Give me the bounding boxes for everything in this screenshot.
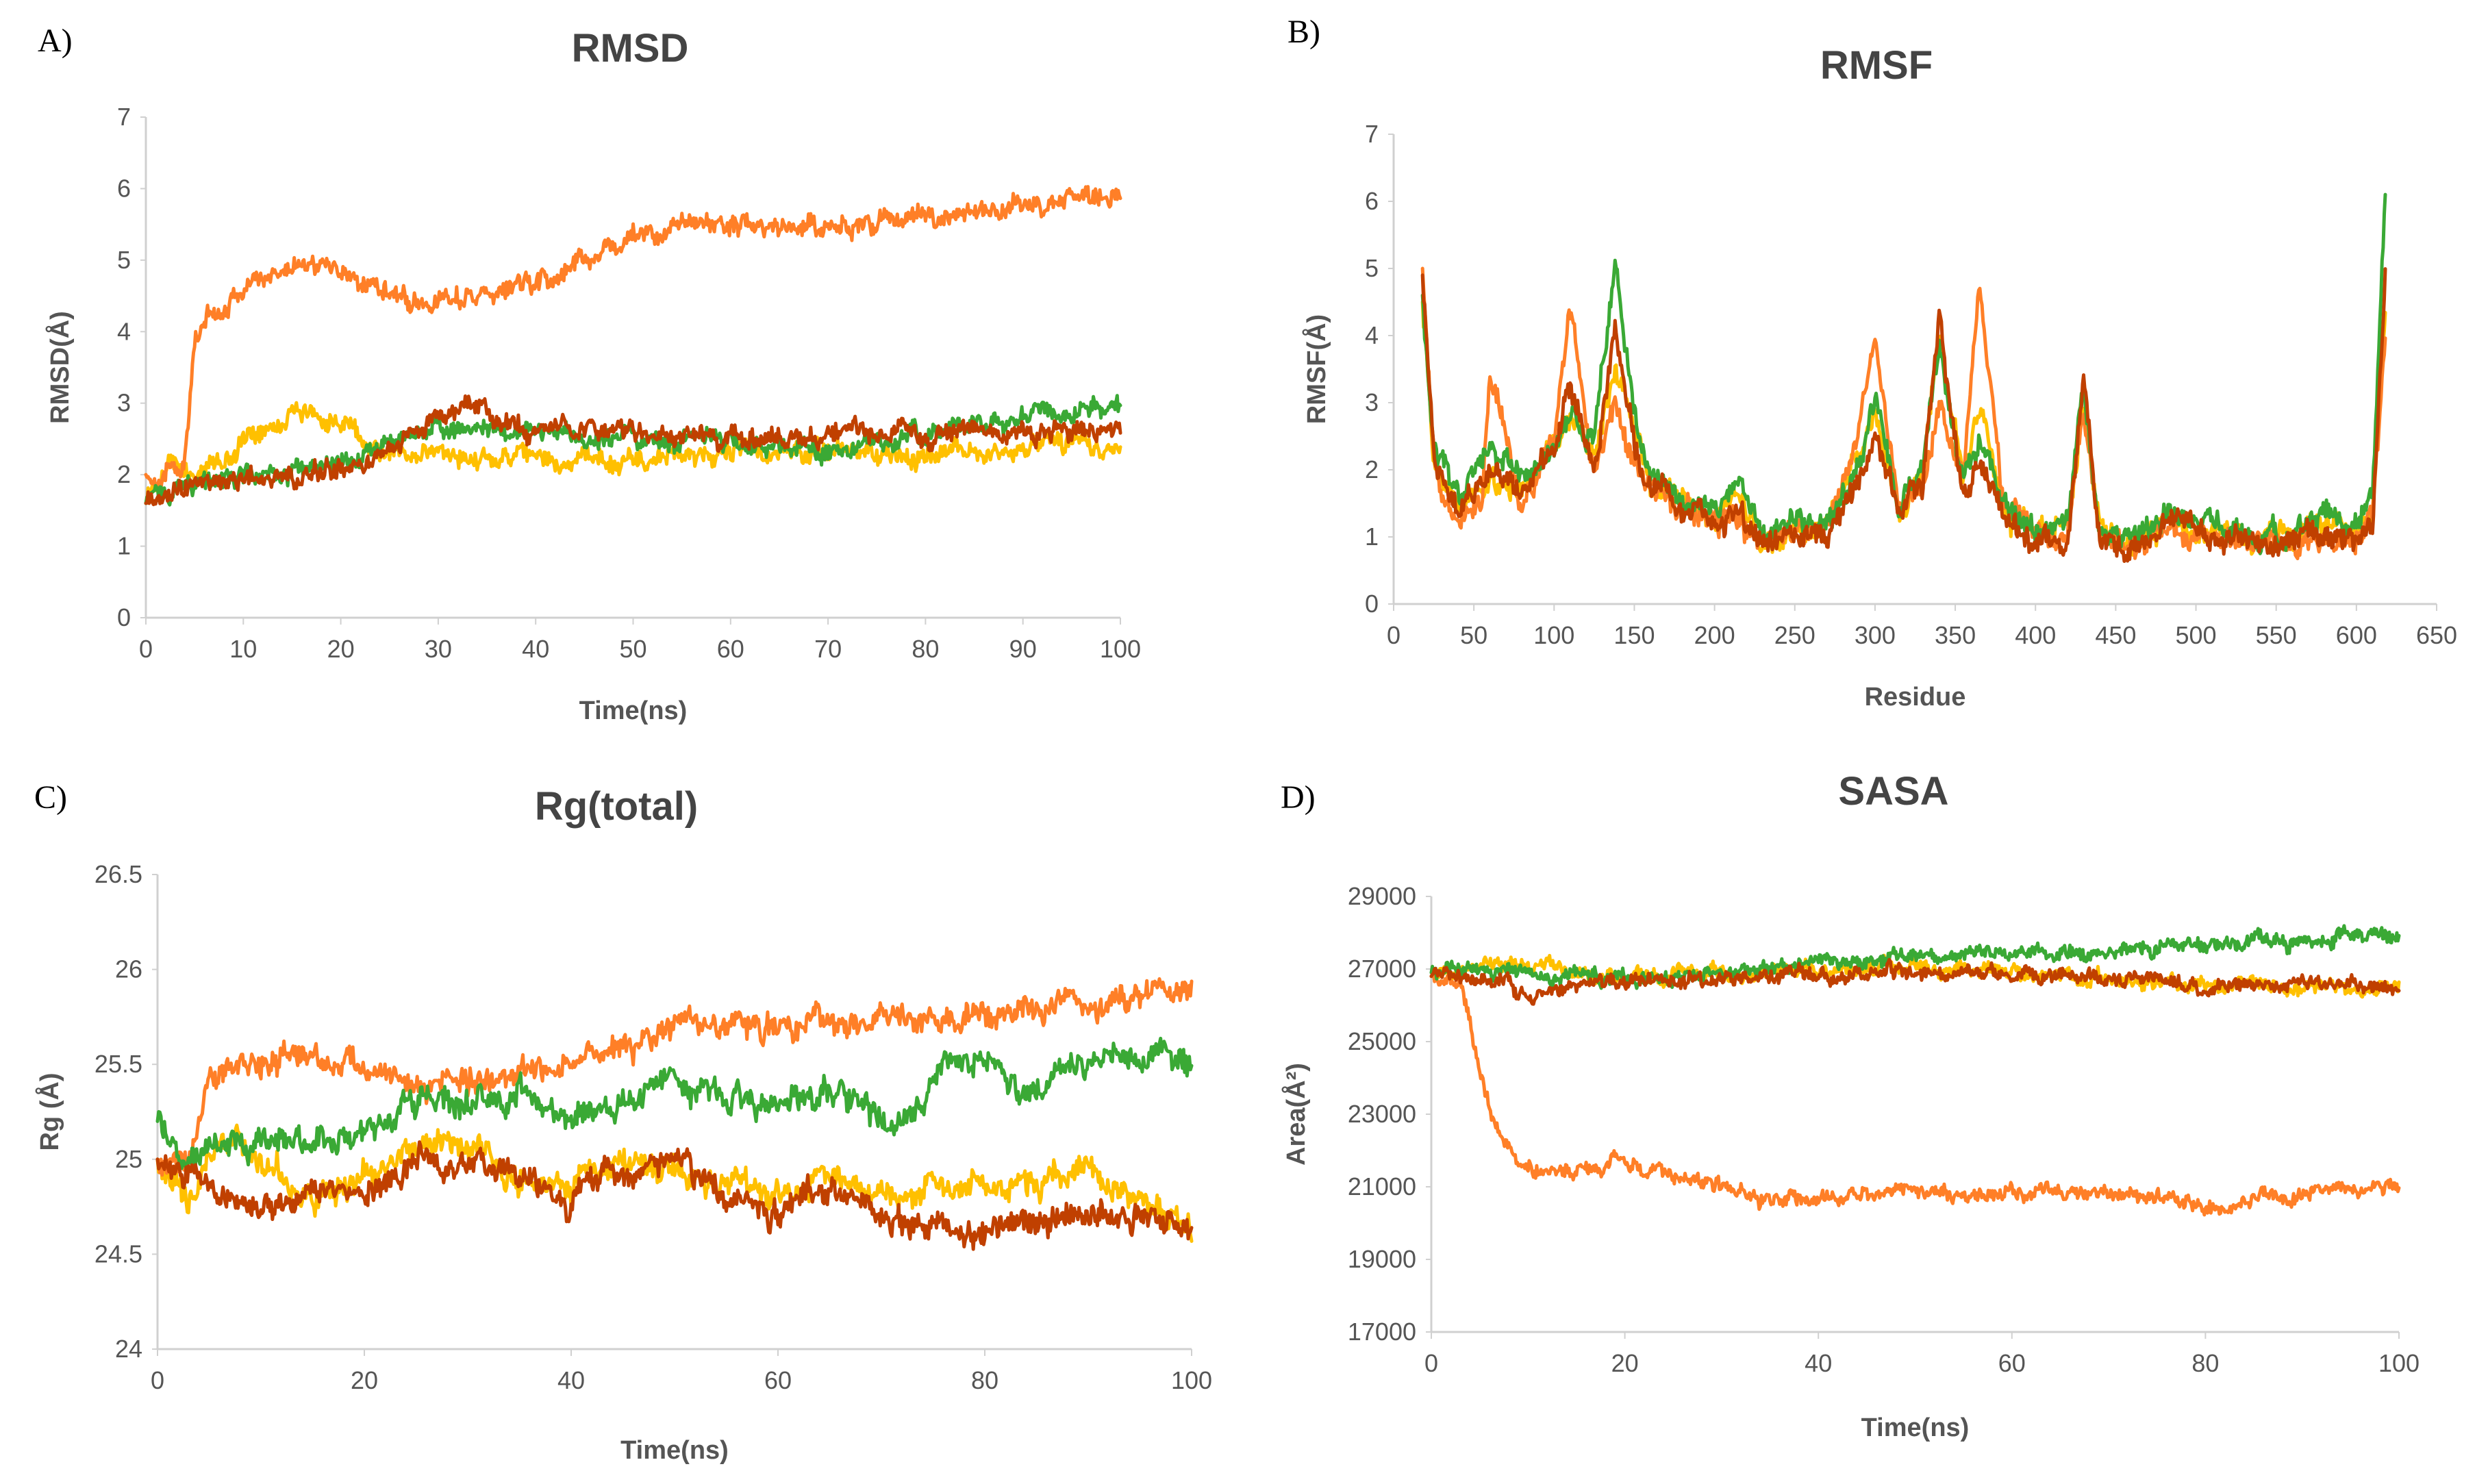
x-tick-label: 100 (1100, 635, 1141, 663)
chart-title-a: RMSD (572, 26, 689, 71)
x-tick-label: 0 (151, 1366, 164, 1394)
y-tick-label: 4 (1365, 321, 1379, 349)
chart-panel-d: D) SASA 17000 19000 21000 23000 25000 27000 2900… (1281, 769, 2420, 1442)
y-tick-label: 25000 (1348, 1027, 1416, 1055)
chart-title-b: RMSF (1820, 43, 1933, 88)
x-tick-label: 80 (912, 635, 939, 663)
x-tick-label: 450 (2095, 621, 2136, 649)
x-tick-label: 70 (814, 635, 842, 663)
y-tick-label: 5 (117, 246, 131, 274)
x-tick-label: 20 (1611, 1349, 1639, 1377)
x-tick-label: 80 (2191, 1349, 2219, 1377)
panel-label-c: C) (34, 779, 67, 816)
y-axis-label: RMSF(Å) (1301, 314, 1331, 424)
y-tick-label: 24 (115, 1335, 142, 1363)
x-tick-label: 600 (2336, 621, 2377, 649)
y-tick-label: 0 (117, 603, 131, 631)
y-axis-label: Rg (Å) (34, 1073, 64, 1151)
x-tick-label: 60 (764, 1366, 792, 1394)
x-tick-label: 200 (1694, 621, 1735, 649)
x-tick-label: 60 (717, 635, 744, 663)
series-line-brown (1420, 267, 2387, 563)
x-tick-label: 0 (1387, 621, 1400, 649)
y-tick-label: 2 (117, 460, 131, 488)
y-tick-label: 1 (1365, 523, 1379, 551)
y-tick-label: 21000 (1348, 1172, 1416, 1200)
chart-panel-b: B) RMSF 0 1 2 3 4 5 6 7 0 50 100 150 200 250 300 350 400 45… (1287, 14, 2457, 712)
x-tick-label: 80 (971, 1366, 998, 1394)
y-axis-label: Area(Å²) (1281, 1063, 1311, 1166)
y-tick-label: 1 (117, 532, 131, 560)
chart-title-c: Rg(total) (535, 784, 698, 829)
y-tick-label: 6 (1365, 187, 1379, 215)
y-tick-label: 29000 (1348, 882, 1416, 910)
x-tick-label: 30 (425, 635, 452, 663)
x-tick-label: 300 (1855, 621, 1896, 649)
series-line-yellow (155, 1123, 1194, 1243)
y-tick-label: 26 (115, 955, 142, 983)
x-tick-label: 500 (2175, 621, 2216, 649)
series-line-green (155, 1036, 1194, 1170)
y-tick-label: 3 (117, 389, 131, 417)
x-tick-label: 100 (1171, 1366, 1212, 1394)
series-line-orange (144, 185, 1122, 492)
x-tick-label: 50 (619, 635, 646, 663)
panel-label-d: D) (1281, 779, 1316, 816)
x-tick-label: 90 (1009, 635, 1037, 663)
x-tick-label: 60 (1998, 1349, 2026, 1377)
x-axis-label: Time(ns) (579, 696, 688, 725)
x-tick-label: 0 (1424, 1349, 1438, 1377)
y-tick-label: 23000 (1348, 1100, 1416, 1128)
y-axis-label: RMSD(Å) (45, 311, 75, 424)
y-tick-label: 25.5 (95, 1050, 142, 1078)
x-tick-label: 20 (351, 1366, 378, 1394)
series-line-green (1429, 924, 2401, 990)
x-tick-label: 50 (1460, 621, 1487, 649)
x-tick-label: 40 (1805, 1349, 1832, 1377)
y-tick-label: 4 (117, 317, 131, 345)
x-tick-label: 150 (1613, 621, 1655, 649)
y-tick-label: 3 (1365, 388, 1379, 416)
y-tick-label: 24.5 (95, 1240, 142, 1268)
x-tick-label: 10 (229, 635, 257, 663)
x-tick-label: 250 (1774, 621, 1815, 649)
y-tick-label: 7 (1365, 120, 1379, 148)
series-line-orange (1429, 970, 2401, 1217)
y-tick-label: 17000 (1348, 1318, 1416, 1346)
panel-label-a: A) (38, 23, 73, 59)
chart-title-d: SASA (1838, 769, 1948, 814)
y-tick-label: 6 (117, 174, 131, 202)
x-tick-label: 350 (1935, 621, 1976, 649)
x-tick-label: 550 (2256, 621, 2297, 649)
series-line-brown (144, 394, 1122, 507)
y-tick-label: 25 (115, 1145, 142, 1173)
x-tick-label: 20 (327, 635, 355, 663)
x-tick-label: 40 (557, 1366, 585, 1394)
x-tick-label: 650 (2416, 621, 2457, 649)
panel-label-b: B) (1287, 14, 1320, 50)
x-axis-label: Residue (1865, 683, 1966, 712)
y-tick-label: 7 (117, 103, 131, 131)
y-tick-label: 2 (1365, 455, 1379, 483)
series-line-brown (1429, 957, 2401, 1006)
chart-panel-c: C) Rg(total) 24 24.5 25 25.5 26 26.5 0 20 40 60 80 10… (34, 779, 1212, 1465)
x-axis-label: Time(ns) (620, 1436, 729, 1465)
x-tick-label: 100 (1533, 621, 1574, 649)
series-line-yellow (144, 401, 1122, 505)
series-line-orange (155, 977, 1194, 1177)
y-tick-label: 19000 (1348, 1245, 1416, 1273)
y-tick-label: 5 (1365, 254, 1379, 282)
y-tick-label: 26.5 (95, 860, 142, 888)
x-tick-label: 0 (139, 635, 153, 663)
x-axis-label: Time(ns) (1861, 1413, 1970, 1442)
x-tick-label: 100 (2378, 1349, 2420, 1377)
series-line-brown (155, 1140, 1194, 1251)
x-tick-label: 400 (2015, 621, 2056, 649)
x-tick-label: 40 (522, 635, 549, 663)
y-tick-label: 27000 (1348, 955, 1416, 983)
y-tick-label: 0 (1365, 590, 1379, 618)
